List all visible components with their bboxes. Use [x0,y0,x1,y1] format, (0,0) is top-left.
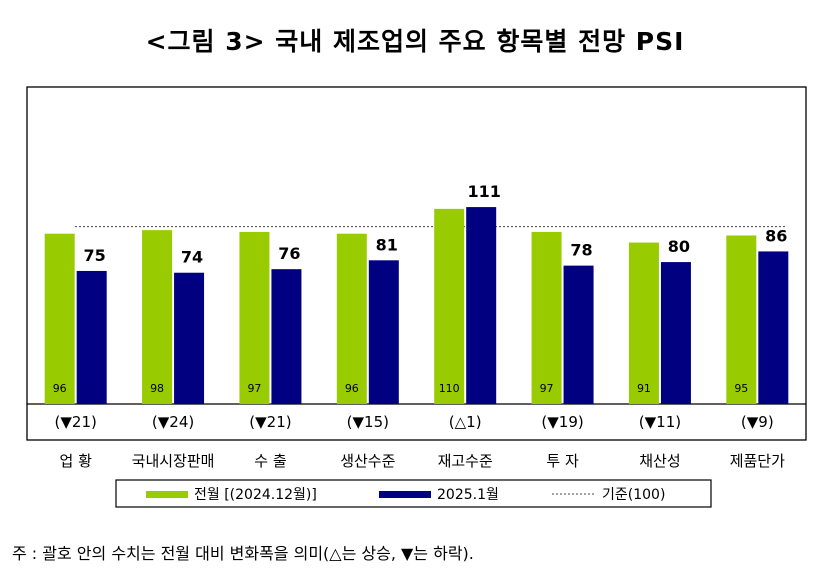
change-label-5: (▼19) [541,413,583,431]
change-label-4: (△1) [449,413,482,431]
change-label-7: (▼9) [741,413,774,431]
bar-curr-label-2: 76 [278,244,300,263]
chart-title: <그림 3> 국내 제조업의 주요 항목별 전망 PSI [145,27,685,56]
legend-swatch-prev [146,491,188,498]
bar-prev-2 [239,231,270,404]
bar-prev-label-0: 96 [53,382,67,395]
bar-curr-0 [76,270,107,404]
bar-prev-3 [336,233,367,404]
category-label-6: 채산성 [639,452,680,470]
bar-curr-label-3: 81 [376,235,398,254]
legend-label-reference: 기준(100) [602,487,665,503]
footnote: 주 : 괄호 안의 수치는 전월 대비 변화폭을 의미(△는 상승, ▼는 하락… [12,544,474,563]
bar-curr-1 [174,272,205,404]
change-label-2: (▼21) [249,413,291,431]
bar-curr-label-7: 86 [765,226,787,245]
bar-curr-2 [271,269,302,404]
change-label-6: (▼11) [639,413,681,431]
bar-curr-label-4: 111 [467,182,500,201]
bar-curr-5 [563,265,594,404]
change-label-3: (▼15) [347,413,389,431]
bar-prev-5 [531,231,562,404]
category-label-1: 국내시장판매 [132,452,215,470]
category-label-4: 재고수준 [438,452,493,470]
bar-curr-4 [466,207,497,404]
category-label-3: 생산수준 [340,452,395,470]
change-label-0: (▼21) [55,413,97,431]
bar-prev-label-4: 110 [439,382,460,395]
bar-curr-label-6: 80 [668,237,690,256]
bar-prev-label-3: 96 [345,382,359,395]
bar-curr-label-5: 78 [570,241,592,260]
bar-prev-7 [726,235,757,404]
bar-prev-0 [44,233,75,404]
bar-prev-label-6: 91 [637,382,651,395]
category-label-2: 수 출 [254,452,286,470]
legend-label-prev: 전월 [(2024.12월)] [194,487,317,503]
category-label-7: 제품단가 [730,452,785,470]
category-label-5: 투 자 [546,452,579,470]
bar-prev-1 [142,230,173,404]
bar-curr-label-1: 74 [181,248,203,267]
bar-prev-4 [434,208,465,404]
bar-prev-label-7: 95 [734,382,748,395]
category-label-0: 업 황 [60,452,93,470]
bar-prev-6 [628,242,659,404]
legend-label-curr: 2025.1월 [437,487,499,503]
bar-prev-label-1: 98 [150,382,164,395]
bar-curr-label-0: 75 [84,246,106,265]
bar-prev-label-2: 97 [247,382,261,395]
bar-prev-label-5: 97 [540,382,554,395]
bar-curr-7 [758,251,789,404]
bar-curr-6 [660,262,691,404]
legend-swatch-curr [379,491,431,498]
change-label-1: (▼24) [152,413,194,431]
bar-curr-3 [368,260,399,404]
